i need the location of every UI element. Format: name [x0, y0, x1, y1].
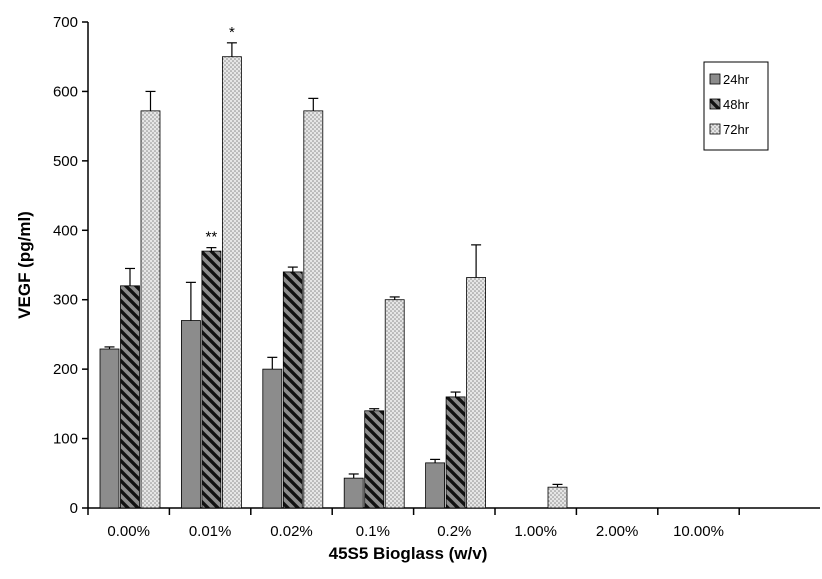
y-tick-label: 300 [53, 292, 78, 309]
y-tick-label: 0 [70, 500, 78, 517]
y-tick-label: 400 [53, 222, 78, 239]
bar-72hr-0.1% [384, 299, 405, 509]
x-tick-label: 0.1% [356, 523, 390, 540]
bar-24hr-0.01% [180, 320, 201, 509]
x-tick-label: 0.02% [270, 523, 313, 540]
bar-72hr-0.2% [466, 277, 487, 509]
bar-24hr-0.2% [425, 462, 446, 509]
y-tick-label: 200 [53, 361, 78, 378]
y-tick-label: 700 [53, 14, 78, 31]
x-tick-label: 10.00% [673, 523, 724, 540]
x-axis-title: 45S5 Bioglass (w/v) [329, 544, 488, 563]
bar-24hr-0.00% [99, 348, 120, 509]
legend-label-72hr: 72hr [723, 122, 750, 137]
bar-72hr-0.00% [140, 110, 161, 509]
legend-swatch-24hr [709, 73, 721, 85]
bar-48hr-0.01% [201, 250, 222, 509]
y-tick-label: 100 [53, 431, 78, 448]
bar-48hr-0.1% [364, 410, 385, 509]
significance-marker: ** [206, 229, 218, 246]
y-axis: 0 100 200 300 400 500 600 700 [53, 14, 89, 517]
x-tick-label: 2.00% [596, 523, 639, 540]
bar-72hr-0.01% [221, 56, 242, 509]
bar-72hr-0.02% [303, 110, 324, 509]
legend: 24hr 48hr 72hr [703, 61, 769, 151]
x-tick-label: 0.2% [437, 523, 471, 540]
error-bars-group [104, 42, 563, 488]
y-tick-label: 500 [53, 153, 78, 170]
bar-24hr-0.02% [262, 368, 283, 509]
bar-48hr-0.02% [282, 271, 303, 509]
x-tick-label: 0.00% [107, 523, 150, 540]
bar-48hr-0.2% [445, 396, 466, 509]
legend-label-24hr: 24hr [723, 72, 750, 87]
x-axis: 0.00% 0.01% 0.02% 0.1% 0.2% 1.00% 2.00% 10.00% [87, 507, 820, 540]
bar-48hr-0.00% [120, 285, 140, 509]
bars-group [99, 56, 568, 509]
significance-marker: * [229, 24, 235, 41]
y-tick-label: 600 [53, 83, 78, 100]
bar-72hr-1.00% [547, 486, 568, 509]
legend-swatch-72hr [709, 123, 721, 135]
legend-swatch-48hr [709, 98, 721, 110]
x-tick-label: 0.01% [189, 523, 232, 540]
x-tick-label: 1.00% [514, 523, 557, 540]
legend-label-48hr: 48hr [723, 97, 750, 112]
y-axis-title: VEGF (pg/ml) [15, 211, 34, 319]
annotations-group: *** [206, 24, 235, 246]
bar-24hr-0.1% [343, 477, 364, 509]
